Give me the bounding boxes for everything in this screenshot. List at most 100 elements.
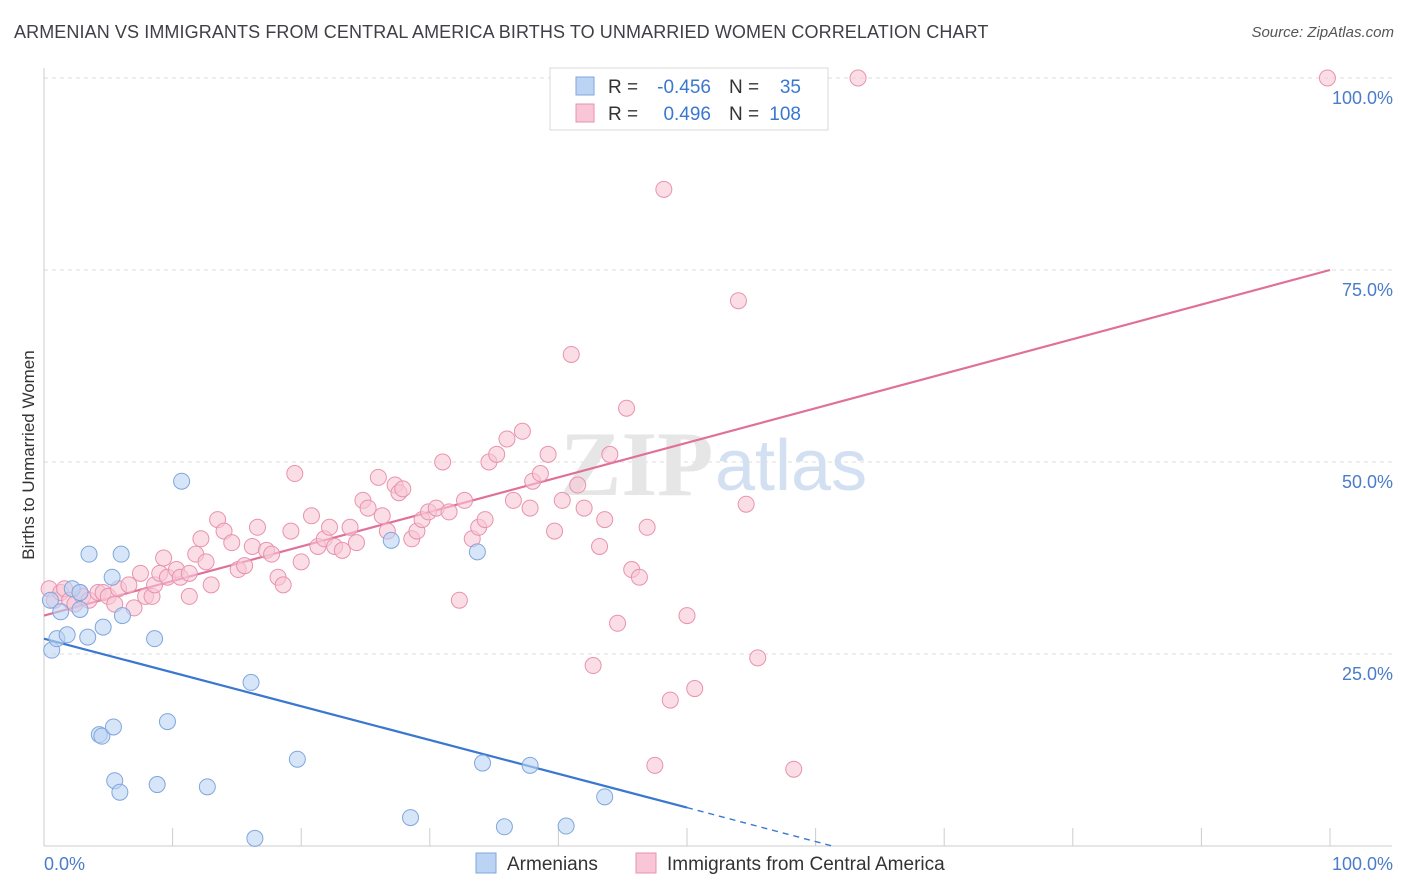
trendline-central-america [43,268,1331,617]
point-armenians [158,713,176,731]
point-armenians [495,818,513,836]
point-armenians [80,545,98,563]
legend-swatch-central-america [575,103,595,123]
point-central-america [661,691,679,709]
point-central-america [513,422,531,440]
point-armenians [468,543,486,561]
point-armenians [148,776,166,794]
bottom-legend: Armenians Immigrants from Central Americ… [475,852,945,875]
trendline-armenians [43,637,688,809]
point-armenians [242,673,260,691]
point-central-america [320,518,338,536]
watermark: ZIP atlas [560,413,867,515]
point-central-america [373,507,391,525]
point-armenians [94,618,112,636]
point-armenians [111,783,129,801]
point-central-america [120,576,138,594]
point-central-america [521,499,539,517]
point-armenians [58,626,76,644]
point-armenians [52,603,70,621]
point-central-america [202,576,220,594]
point-armenians [103,568,121,586]
legend-r-value-2: 0.496 [663,104,711,125]
point-armenians [173,472,191,490]
point-central-america [302,507,320,525]
point-central-america [785,760,803,778]
point-armenians [146,630,164,648]
point-armenians [113,607,131,625]
point-central-america [333,541,351,559]
point-central-america [263,545,281,563]
point-central-america [601,445,619,463]
bottom-legend-swatch-central-america [635,852,657,874]
point-central-america [488,445,506,463]
point-central-america [498,430,516,448]
point-central-america [1318,69,1336,87]
point-central-america [749,649,767,667]
point-central-america [180,587,198,605]
y-tick-label: 75.0% [1342,280,1393,300]
point-central-america [282,522,300,540]
trendline-extension-armenians [686,806,833,847]
point-central-america [546,522,564,540]
point-central-america [274,576,292,594]
point-central-america [434,453,452,471]
point-central-america [504,491,522,509]
point-central-america [646,756,664,774]
point-central-america [591,537,609,555]
point-central-america [180,564,198,582]
point-central-america [450,591,468,609]
point-central-america [686,680,704,698]
point-central-america [729,292,747,310]
point-central-america [292,553,310,571]
point-central-america [192,530,210,548]
point-central-america [131,564,149,582]
point-central-america [849,69,867,87]
point-central-america [197,553,215,571]
point-armenians [41,591,59,609]
legend-r-label-2: R = [608,104,638,125]
legend-n-label-2: N = [729,104,759,125]
y-tick-label: 100.0% [1332,88,1393,108]
watermark-zip: ZIP [560,413,713,515]
point-central-america [584,657,602,675]
point-central-america [347,534,365,552]
legend-box [549,67,829,131]
point-armenians [79,628,97,646]
point-central-america [456,491,474,509]
point-central-america [539,445,557,463]
point-central-america [369,468,387,486]
point-armenians [71,600,89,618]
x-tick-label-min: 0.0% [44,854,85,874]
point-central-america [609,614,627,632]
y-tick-label: 25.0% [1342,664,1393,684]
point-armenians [288,750,306,768]
point-armenians [474,754,492,772]
point-central-america [630,568,648,586]
point-central-america [638,518,656,536]
legend-swatch-armenians [575,76,595,96]
point-armenians [71,584,89,602]
point-central-america [248,518,266,536]
point-central-america [562,345,580,363]
point-central-america [236,557,254,575]
bottom-legend-armenians: Armenians [507,854,598,875]
legend-n-value-1: 35 [780,77,801,98]
y-axis-title: Births to Unmarried Women [19,350,38,559]
point-central-america [155,549,173,567]
points-layer [40,69,1336,847]
point-central-america [394,480,412,498]
y-tick-label: 50.0% [1342,472,1393,492]
point-central-america [341,518,359,536]
point-central-america [243,537,261,555]
point-central-america [596,511,614,529]
point-armenians [521,756,539,774]
legend-r-value-1: -0.456 [657,77,711,98]
axis-layer: 25.0% 50.0% 75.0% 100.0% 0.0% 100.0% [43,68,1393,874]
point-armenians [104,718,122,736]
source-label: Source: ZipAtlas.com [1251,24,1394,41]
point-armenians [382,531,400,549]
point-armenians [93,727,111,745]
point-central-america [655,180,673,198]
